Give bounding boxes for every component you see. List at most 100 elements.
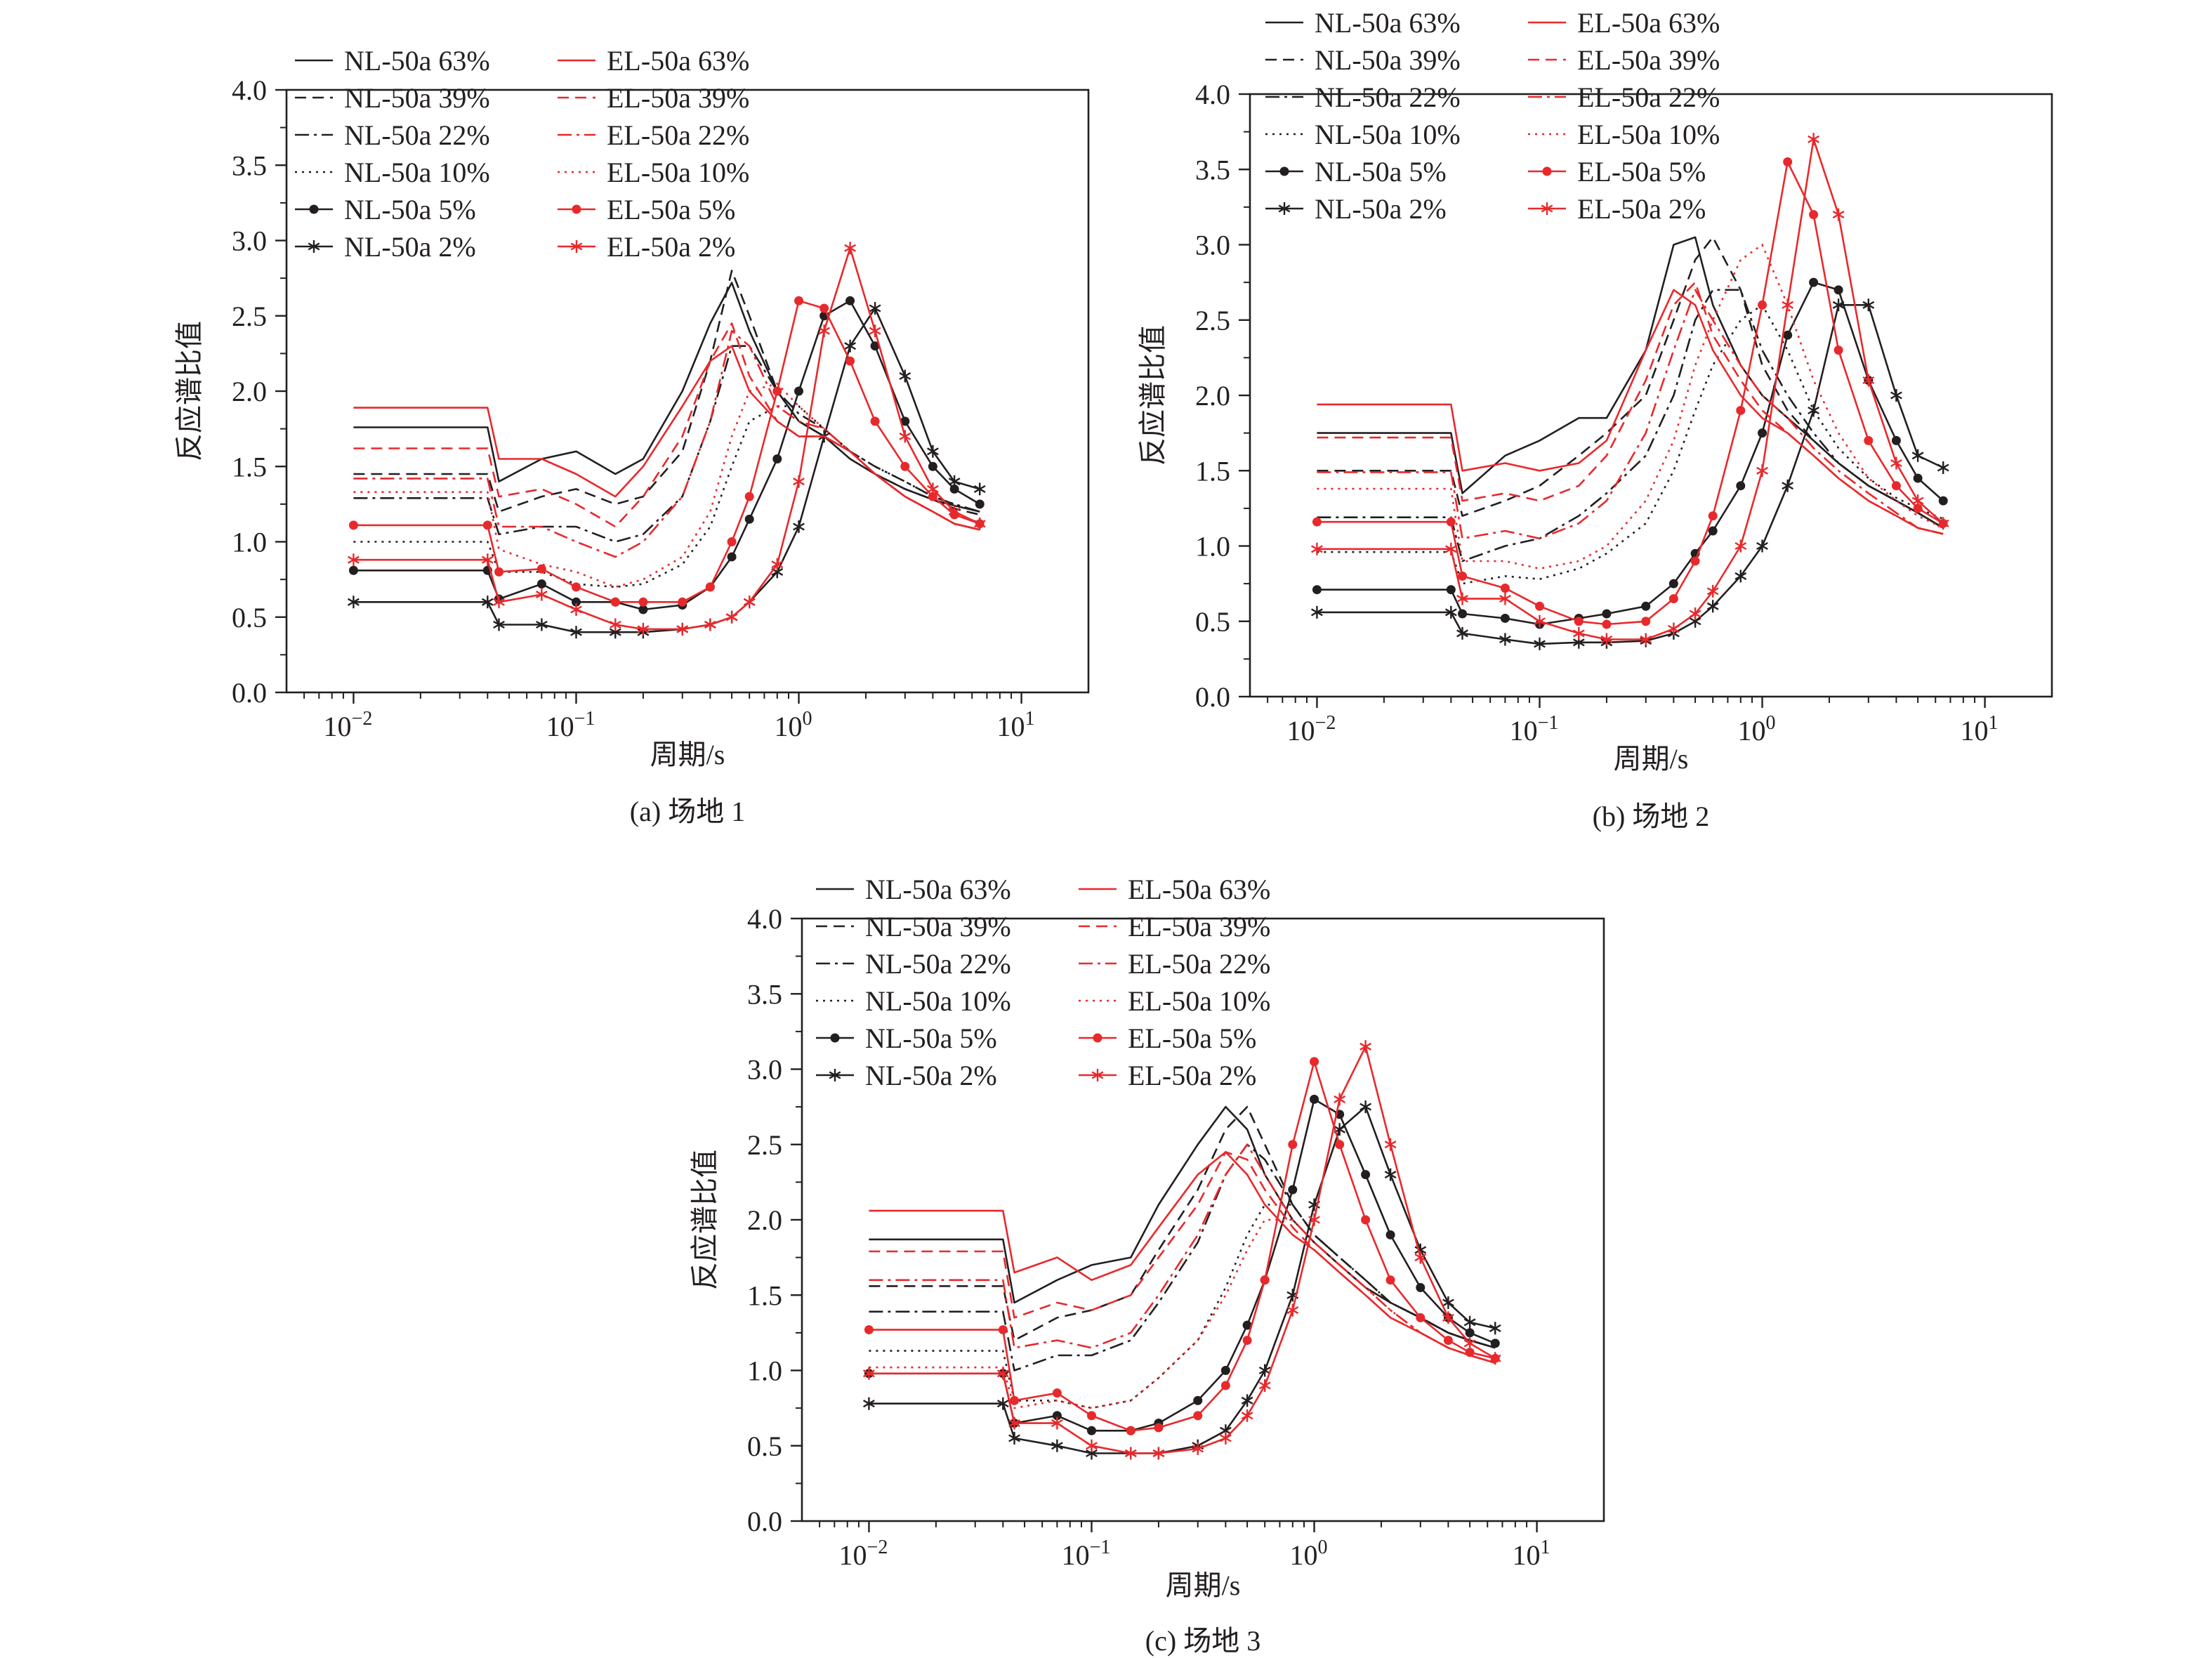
series-el-50a-39- (869, 1151, 1496, 1364)
series-line (1317, 289, 1944, 562)
y-tick-label: 0.5 (747, 1430, 782, 1462)
data-point (1783, 330, 1793, 340)
data-point (1706, 600, 1719, 613)
series-line (869, 1046, 1496, 1454)
data-point (1937, 461, 1949, 475)
data-point (870, 416, 880, 426)
data-point (1864, 435, 1874, 445)
y-tick-label: 4.0 (747, 903, 782, 935)
y-tick-label: 2.0 (232, 376, 267, 407)
data-point (1911, 449, 1924, 462)
series-line (1317, 289, 1944, 540)
data-point (1443, 1336, 1453, 1346)
data-point (1499, 592, 1511, 605)
data-point (571, 597, 581, 607)
data-point (863, 1397, 875, 1410)
legend-label: EL-50a 39% (1128, 911, 1270, 942)
data-point (1444, 542, 1457, 555)
data-point (1193, 1395, 1203, 1405)
data-point (1241, 1394, 1253, 1407)
data-point (1862, 298, 1875, 312)
legend-marker (570, 240, 583, 253)
data-point (1361, 1215, 1371, 1225)
data-point (1052, 1411, 1062, 1421)
data-point (1334, 1123, 1346, 1136)
data-point (1808, 133, 1820, 146)
x-axis-label: 周期/s (1614, 743, 1689, 775)
y-tick-label: 2.5 (747, 1129, 782, 1161)
legend-label: NL-50a 10% (865, 985, 1011, 1017)
data-point (1782, 479, 1794, 492)
x-tick-label: 101 (1513, 1537, 1551, 1571)
data-point (1241, 1409, 1253, 1422)
series-el-50a-22- (1317, 289, 1944, 540)
data-point (996, 1367, 1009, 1380)
data-point (1335, 1140, 1345, 1150)
data-point (948, 475, 961, 488)
data-point (535, 588, 548, 601)
data-point (1288, 1185, 1298, 1195)
data-point (1602, 609, 1612, 619)
y-tick-label: 1.5 (1195, 455, 1230, 487)
y-tick-label: 0.5 (1195, 606, 1230, 638)
data-point (1756, 539, 1768, 553)
legend-label: NL-50a 2% (865, 1060, 997, 1091)
data-point (1667, 622, 1680, 636)
data-point (1641, 617, 1651, 626)
data-point (1782, 298, 1794, 312)
series-line (869, 1143, 1496, 1371)
data-point (869, 301, 881, 315)
data-point (1126, 1426, 1135, 1435)
y-tick-label: 4.0 (1195, 79, 1230, 110)
data-point (772, 454, 782, 464)
y-tick-label: 0.0 (747, 1506, 782, 1537)
y-tick-label: 3.5 (1195, 154, 1230, 185)
legend-label: EL-50a 5% (1577, 156, 1706, 187)
data-point (1010, 1395, 1020, 1405)
data-point (1219, 1431, 1232, 1445)
legend-label: NL-50a 2% (1315, 193, 1447, 225)
y-tick-label: 1.0 (747, 1355, 782, 1387)
data-point (844, 339, 857, 353)
legend-label: NL-50a 2% (344, 231, 476, 263)
data-point (1490, 1338, 1500, 1348)
series-line (869, 1218, 1496, 1409)
data-point (1572, 626, 1585, 640)
data-point (1913, 504, 1923, 513)
data-point (1499, 633, 1511, 646)
data-point (1465, 1348, 1475, 1357)
data-point (1736, 481, 1746, 491)
panel-caption: (c) 场地 3 (1145, 1625, 1260, 1657)
data-point (1154, 1423, 1164, 1433)
data-point (1193, 1411, 1203, 1421)
data-point (704, 618, 716, 631)
data-point (1385, 1230, 1395, 1239)
data-point (1690, 556, 1700, 566)
legend-label: EL-50a 10% (1128, 985, 1270, 1017)
data-point (1312, 517, 1322, 527)
data-point (1456, 626, 1468, 640)
data-point (1758, 428, 1767, 438)
legend-label: NL-50a 10% (344, 157, 490, 188)
legend-label: NL-50a 10% (1315, 119, 1461, 150)
legend-label: EL-50a 5% (1128, 1022, 1256, 1054)
data-point (1708, 511, 1718, 521)
data-point (1051, 1439, 1063, 1452)
data-point (1708, 526, 1718, 536)
data-point (638, 597, 648, 607)
series-el-50a-22- (353, 329, 980, 558)
data-point (900, 461, 910, 471)
legend-marker (1091, 1069, 1104, 1081)
legend: NL-50a 63% EL-50a 63% NL-50a 39% EL-50a 39%… (816, 874, 1270, 1091)
data-point (1756, 464, 1768, 478)
series-line (353, 322, 980, 531)
series-el-50a-2- (863, 1040, 1501, 1460)
data-point (1052, 1388, 1062, 1398)
data-point (637, 622, 650, 636)
data-point (1689, 607, 1701, 621)
data-point (1416, 1312, 1426, 1322)
data-point (1458, 571, 1468, 581)
data-point (1152, 1447, 1165, 1460)
data-point (1124, 1447, 1137, 1460)
